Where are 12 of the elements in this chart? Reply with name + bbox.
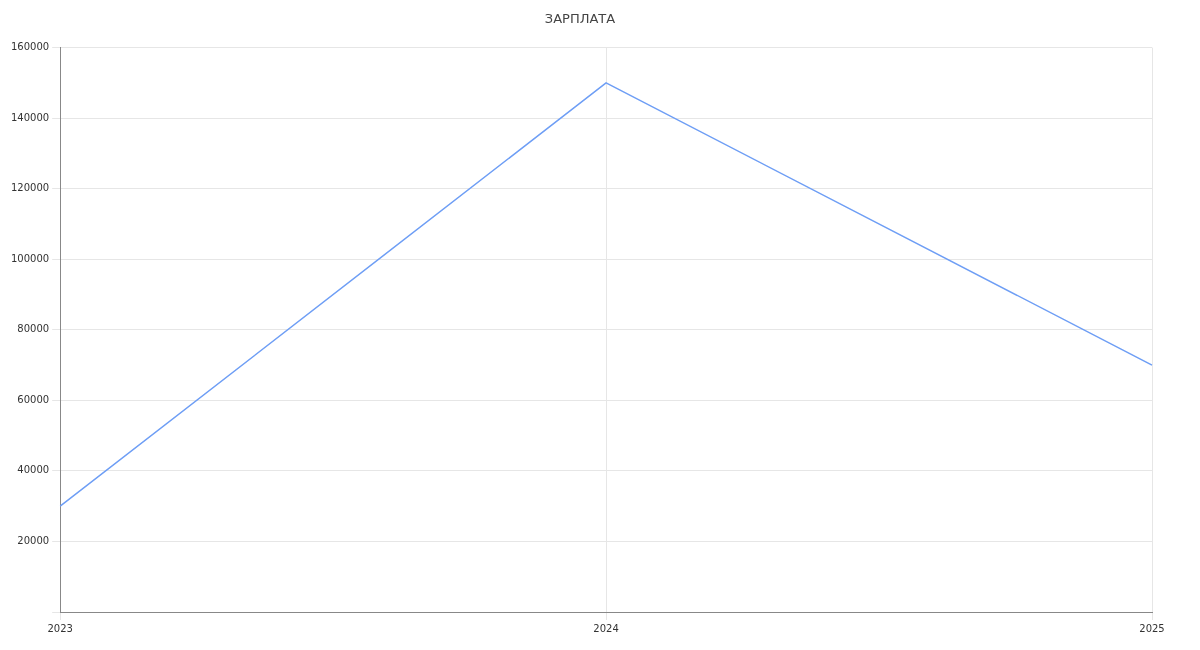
y-tick-label: 80000 (17, 323, 50, 335)
y-tick-label: 160000 (10, 41, 50, 53)
x-tick-label: 2024 (593, 622, 619, 634)
y-tick-label: 120000 (10, 182, 50, 194)
chart-title: ЗАРПЛАТА (544, 11, 616, 27)
y-tick-label: 140000 (10, 111, 50, 123)
y-tick-label: 40000 (17, 464, 50, 476)
y-tick-label: 100000 (10, 252, 50, 264)
x-tick-label: 2023 (47, 622, 73, 634)
x-tick-label: 2025 (1139, 622, 1165, 634)
y-tick-label: 60000 (17, 393, 50, 405)
y-tick-label: 20000 (17, 535, 50, 547)
